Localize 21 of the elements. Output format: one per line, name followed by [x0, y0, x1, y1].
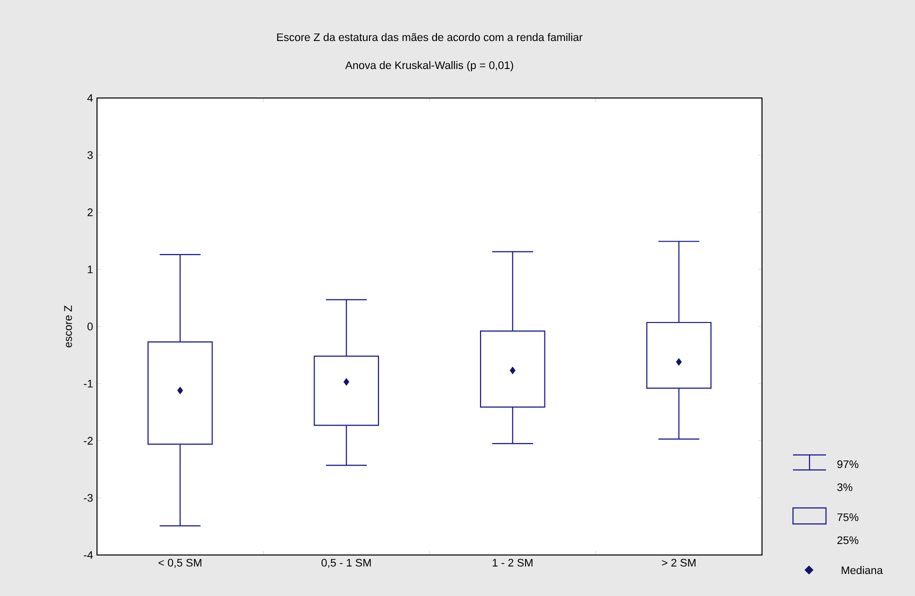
y-tick-label: -2 — [84, 436, 93, 445]
chart-title: Escore Z da estatura das mães de acordo com a renda familiar — [277, 33, 582, 42]
text: 97% — [837, 460, 858, 468]
y-tick-label: 3 — [87, 151, 93, 159]
y-tick-label: -3 — [84, 494, 93, 502]
text: 75% — [837, 513, 858, 522]
x-tick-label: > 2 SM — [662, 558, 696, 567]
text: 3% — [837, 483, 852, 492]
y-tick-label: 1 — [88, 266, 93, 274]
x-tick-label: 0,5 - 1 SM — [322, 558, 371, 568]
y-tick-label: 0 — [87, 322, 93, 330]
y-tick-label: 2 — [88, 208, 93, 216]
x-tick-label: 1 - 2 SM — [492, 558, 532, 567]
text: Mediana — [842, 566, 883, 574]
x-tick-label: < 0,5 SM — [158, 558, 202, 568]
text: 25% — [837, 536, 858, 544]
y-axis-title: escore Z — [64, 306, 72, 348]
y-tick-label: 4 — [87, 94, 93, 102]
y-tick-label: -4 — [84, 551, 93, 559]
y-tick-label: -1 — [84, 380, 93, 388]
chart-subtitle: Anova de Kruskal-Wallis (p = 0,01) — [345, 61, 514, 72]
